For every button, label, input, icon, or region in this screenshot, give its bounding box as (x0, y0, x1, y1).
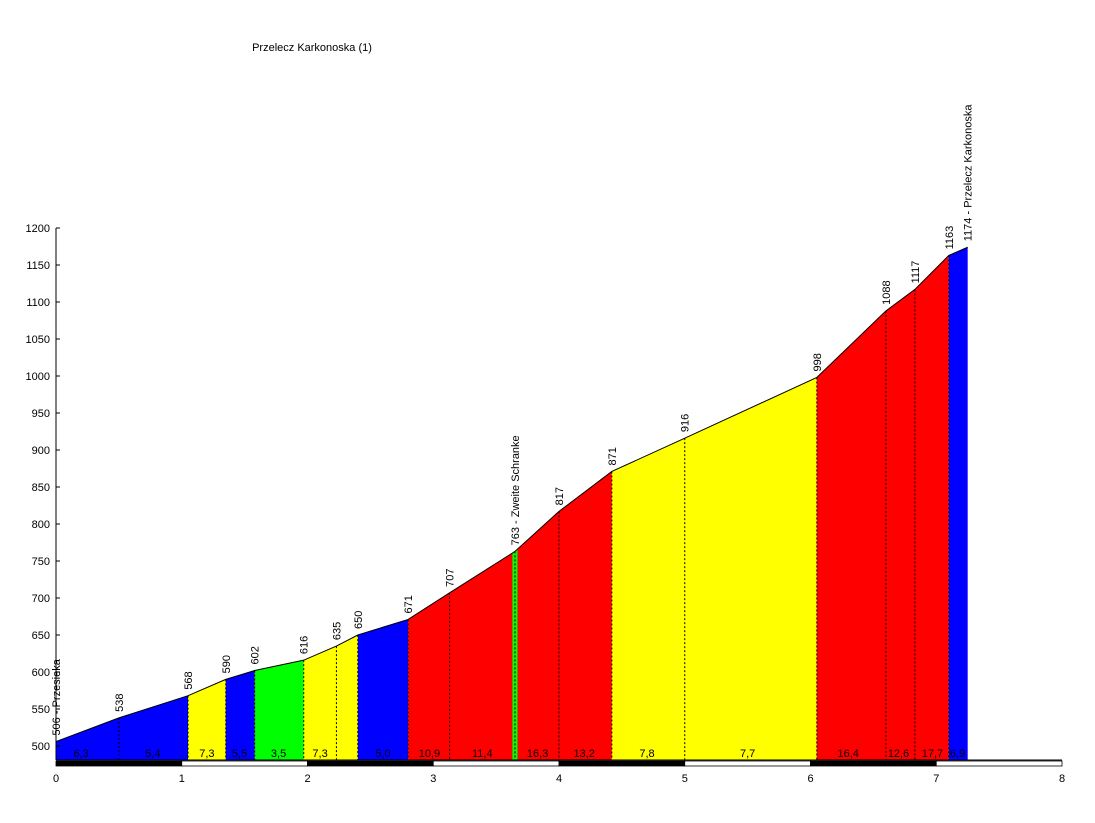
gradient-label-6-0: 10,9 (419, 748, 440, 760)
y-tick-label-11: 1050 (26, 334, 50, 346)
elevation-label-14: 998 (812, 353, 824, 371)
gradient-label-11-0: 6,9 (950, 748, 965, 760)
gradient-label-9-0: 7,8 (639, 748, 654, 760)
y-tick-label-5: 750 (32, 556, 50, 568)
y-tick-label-12: 1100 (26, 297, 50, 309)
gradient-segment-10 (816, 255, 949, 760)
y-tick-label-1: 550 (32, 704, 50, 716)
y-tick-label-14: 1200 (26, 223, 50, 235)
elevation-label-3: 590 (221, 655, 233, 673)
elevation-label-6: 635 (331, 622, 343, 640)
gradient-labels: 6,3 5,4 7,3 5,5 3,5 7,3 5,0 10,9 11,4 16,3 13,2 7,8… (74, 748, 966, 760)
x-tick-label-6: 6 (807, 773, 813, 785)
distance-bar-km-3 (432, 760, 560, 767)
distance-bar-km-1 (181, 760, 308, 767)
y-tick-label-7: 850 (32, 482, 50, 494)
x-tick-label-7: 7 (933, 773, 939, 785)
distance-bar-km-7 (935, 760, 1063, 767)
x-tick-label-3: 3 (430, 773, 436, 785)
elevation-label-10: 763 - Zweite Schranke (510, 435, 522, 545)
gradient-segment-2 (225, 670, 255, 760)
gradient-segment-9 (611, 377, 817, 760)
gradient-label-0-0: 6,3 (74, 748, 89, 760)
distance-bar-km-6 (810, 760, 937, 767)
y-tick-label-3: 650 (32, 630, 50, 642)
gradient-label-3-0: 3,5 (271, 748, 286, 760)
y-tick-label-4: 700 (32, 593, 50, 605)
gradient-label-1-0: 7,3 (199, 748, 214, 760)
gradient-segment-0 (56, 695, 189, 760)
y-tick-label-8: 900 (32, 445, 50, 457)
profile-line (55, 246, 968, 743)
point-dividers (118, 255, 950, 760)
elevation-label-12: 871 (607, 447, 619, 465)
y-tick-label-0: 500 (32, 741, 50, 753)
gradient-segments (56, 247, 968, 761)
y-tick-label-6: 800 (32, 519, 50, 531)
gradient-segment-6 (408, 552, 513, 760)
x-tick-label-0: 0 (53, 773, 59, 785)
gradient-label-0-1: 5,4 (145, 748, 160, 760)
gradient-label-4-0: 7,3 (312, 748, 327, 760)
gradient-label-8-1: 13,2 (573, 748, 594, 760)
y-tick-label-9: 950 (32, 408, 50, 420)
x-tick-label-8: 8 (1059, 773, 1065, 785)
elevation-label-0: 506 - Przesieka (51, 658, 63, 735)
elevation-label-2: 568 (183, 671, 195, 689)
distance-bar-km-5 (684, 760, 811, 767)
elevation-label-11: 817 (554, 487, 566, 505)
distance-bar-km-2 (307, 760, 434, 767)
distance-bar (55, 760, 1063, 767)
gradient-label-10-2: 17,7 (922, 748, 943, 760)
gradient-label-9-1: 7,7 (740, 748, 755, 760)
gradient-label-10-0: 16,4 (838, 748, 859, 760)
gradient-label-5-0: 5,0 (375, 748, 390, 760)
elevation-label-17: 1163 (944, 226, 956, 250)
distance-bar-km-0 (55, 760, 183, 767)
elevation-label-13: 916 (680, 414, 692, 432)
elevation-label-18: 1174 - Przelecz Karkonoska (963, 104, 975, 242)
elevation-label-5: 616 (299, 636, 311, 654)
gradient-segment-3 (254, 660, 304, 760)
y-tick-label-10: 1000 (26, 371, 50, 383)
elevation-label-16: 1117 (910, 261, 922, 284)
axes: 5005506006507007508008509009501000105011… (26, 223, 1066, 785)
profile-line-group (55, 246, 968, 743)
gradient-segment-1 (188, 679, 226, 760)
elevation-label-8: 671 (403, 595, 415, 613)
elevation-labels: 506 - Przesieka 538 568 590 602 616 635 650 671 7… (51, 104, 975, 736)
y-tick-label-13: 1150 (26, 260, 50, 272)
elevation-label-9: 707 (445, 568, 457, 586)
x-tick-label-1: 1 (179, 773, 185, 785)
y-tick-label-2: 600 (32, 667, 50, 679)
x-tick-label-5: 5 (682, 773, 688, 785)
gradient-label-6-1: 11,4 (472, 748, 493, 760)
elevation-label-1: 538 (114, 694, 126, 712)
x-tick-label-4: 4 (556, 773, 562, 785)
gradient-segment-5 (357, 619, 409, 760)
elevation-label-15: 1088 (881, 280, 893, 304)
gradient-label-2-0: 5,5 (232, 748, 247, 760)
gradient-segment-8 (517, 471, 612, 760)
chart-title: Przelecz Karkonoska (1) (252, 42, 372, 54)
gradient-segment-7 (512, 549, 518, 760)
gradient-label-8-0: 16,3 (527, 748, 548, 760)
distance-bar-km-4 (558, 760, 686, 767)
elevation-label-4: 602 (250, 646, 262, 664)
elevation-label-7: 650 (353, 611, 365, 629)
x-tick-label-2: 2 (304, 773, 310, 785)
gradient-segment-4 (303, 635, 358, 760)
gradient-segment-11 (948, 247, 968, 761)
gradient-label-10-1: 12,6 (888, 748, 909, 760)
